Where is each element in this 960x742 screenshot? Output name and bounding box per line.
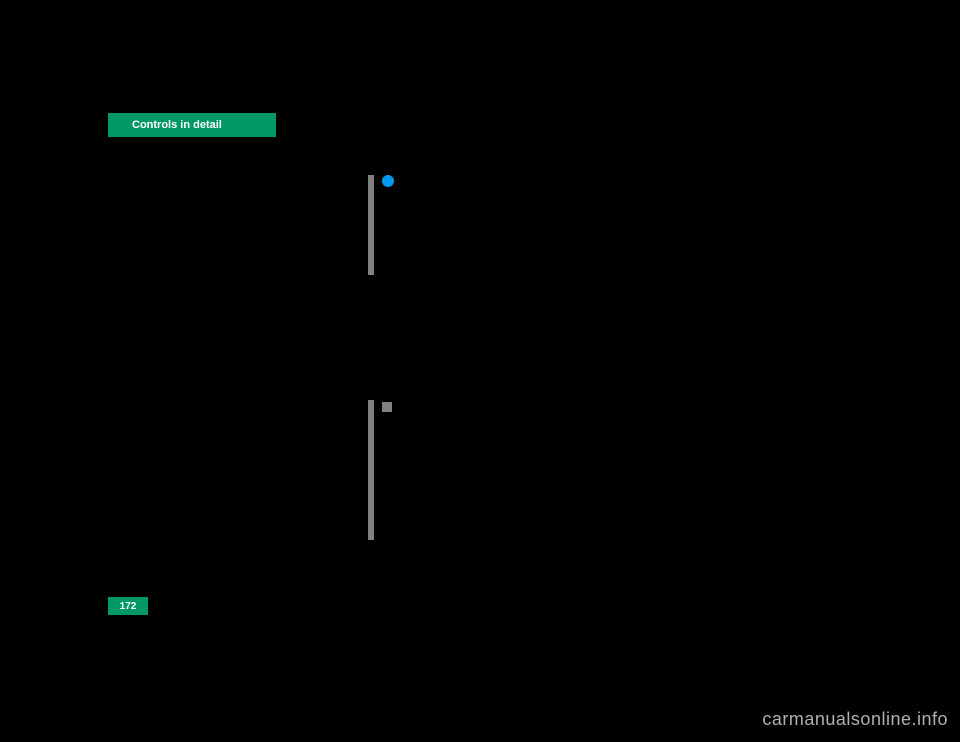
watermark-text: carmanualsonline.info (762, 709, 948, 730)
page-number-badge: 172 (108, 597, 148, 615)
note-sidebar-bar (368, 175, 374, 275)
info-icon (382, 175, 394, 187)
manual-page: Controls in detail 172 carmanualsonline.… (0, 0, 960, 742)
section-header-label: Controls in detail (132, 119, 222, 131)
note-square-icon (382, 402, 392, 412)
section-header-tab: Controls in detail (108, 113, 276, 137)
page-number-text: 172 (120, 601, 137, 612)
note-sidebar-bar (368, 400, 374, 540)
